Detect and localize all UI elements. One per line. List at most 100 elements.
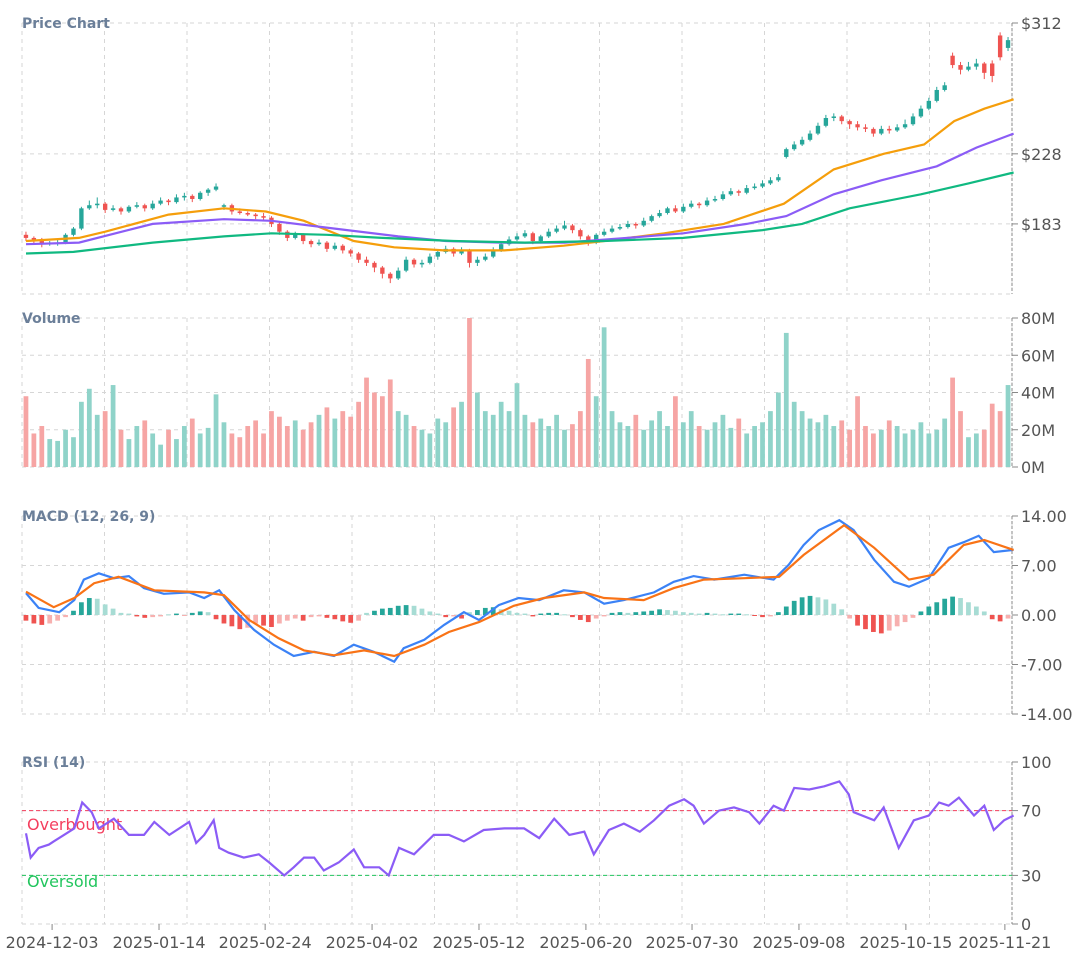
candle-body: [388, 273, 393, 279]
candle: [578, 228, 583, 240]
volume-bar: [696, 426, 702, 467]
candle-body: [102, 203, 108, 210]
macd-panel-title: MACD (12, 26, 9): [22, 509, 155, 525]
candle-body: [633, 223, 638, 226]
volume-bar: [966, 437, 971, 467]
volume-bar: [783, 332, 789, 467]
volume-bar: [609, 411, 615, 467]
volume-bar: [601, 327, 607, 467]
candle: [617, 223, 623, 231]
macd-histogram-bar: [902, 615, 908, 623]
macd-histogram-bar: [704, 612, 710, 615]
candle: [348, 248, 353, 257]
candle: [926, 97, 932, 111]
volume-bar: [863, 426, 868, 467]
candle-body: [942, 85, 947, 90]
candle-body: [213, 186, 219, 190]
volume-bar: [387, 379, 393, 467]
candle-body: [39, 241, 44, 245]
volume-bar: [63, 429, 68, 467]
macd-histogram-bar: [744, 614, 750, 616]
candle: [372, 261, 377, 273]
candle: [657, 209, 662, 218]
macd-histogram-bar: [284, 615, 290, 621]
candle-body: [625, 223, 631, 228]
candle-body: [863, 127, 868, 129]
volume-bar: [673, 396, 678, 467]
volume-bar: [443, 422, 449, 467]
candle: [958, 61, 963, 75]
candle-body: [134, 205, 140, 207]
candle-body: [190, 195, 195, 199]
candle: [506, 236, 512, 246]
macd-histogram-bar: [910, 615, 916, 618]
volume-bar: [332, 418, 338, 467]
volume-bar: [71, 437, 76, 467]
volume-bar: [300, 429, 306, 467]
macd-histogram-bar: [221, 615, 227, 624]
candle: [815, 122, 821, 136]
volume-bar: [39, 426, 45, 467]
volume-bar: [166, 429, 171, 467]
candle-body: [601, 231, 607, 235]
candle-body: [158, 200, 163, 204]
price-panel-title: Price Chart: [22, 16, 110, 32]
volume-bar: [308, 422, 314, 467]
y-tick-label: 30: [1021, 866, 1041, 885]
x-tick-label: 2025-09-08: [752, 933, 845, 952]
macd-histogram-bar: [482, 607, 488, 615]
macd-histogram-bar: [387, 607, 393, 615]
macd-histogram-bar: [269, 615, 274, 628]
y-tick-label: -7.00: [1021, 656, 1062, 675]
candle-body: [776, 177, 781, 181]
candle-body: [237, 211, 242, 214]
volume-bar: [538, 418, 544, 467]
macd-histogram-bar: [475, 610, 480, 615]
candle-body: [681, 206, 686, 212]
y-tick-label: 60M: [1021, 346, 1055, 365]
candle-body: [894, 127, 900, 131]
volume-bar: [680, 422, 686, 467]
macd-histogram-bar: [102, 604, 108, 615]
macd-histogram-bar: [728, 613, 734, 615]
candle-body: [1005, 40, 1011, 48]
candle: [522, 230, 528, 238]
volume-bar: [815, 422, 821, 467]
macd-histogram-bar: [158, 615, 163, 617]
volume-bar: [1005, 385, 1011, 467]
candle: [776, 174, 781, 182]
macd-histogram-bar: [593, 615, 599, 619]
volume-bar: [221, 422, 227, 467]
macd-panel: MACD (12, 26, 9) 14.00 7.00 0.00 -7.00 -14.0…: [22, 507, 1073, 724]
volume-bar: [55, 440, 61, 467]
candle-body: [71, 228, 76, 235]
volume-bar: [514, 383, 520, 467]
candle: [324, 241, 330, 252]
candle: [681, 203, 686, 214]
volume-bar: [174, 439, 179, 467]
candle-body: [910, 116, 916, 125]
candle-body: [990, 63, 995, 76]
candle: [380, 265, 385, 279]
macd-histogram-bar: [403, 605, 409, 615]
macd-histogram-bar: [467, 612, 472, 615]
macd-histogram-bar: [126, 613, 132, 615]
candle: [562, 220, 567, 231]
volume-bar: [839, 420, 845, 467]
macd-histogram-bar: [530, 615, 536, 617]
volume-bar: [261, 433, 266, 467]
candle-body: [744, 188, 749, 193]
candle: [79, 206, 84, 231]
candle-body: [657, 213, 662, 217]
candle: [308, 239, 314, 248]
macd-histogram-bar: [205, 612, 211, 615]
volume-bar: [356, 401, 361, 467]
candle: [934, 86, 939, 103]
volume-bar: [459, 401, 464, 467]
volume-bar: [973, 433, 979, 467]
candle-body: [419, 262, 425, 265]
candle: [665, 206, 670, 215]
candle: [150, 200, 155, 210]
volume-bar: [245, 426, 251, 467]
macd-histogram-bar: [657, 609, 662, 615]
